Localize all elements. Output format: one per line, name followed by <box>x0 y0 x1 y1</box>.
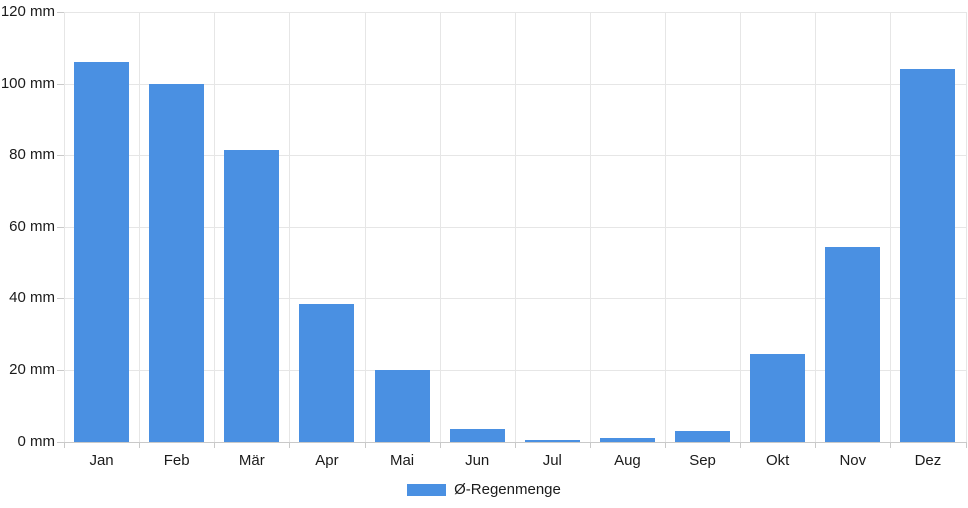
y-gridline <box>64 12 966 13</box>
legend-label: Ø-Regenmenge <box>454 481 561 498</box>
y-gridline <box>64 83 966 85</box>
y-axis-label: 80 mm <box>9 146 55 164</box>
y-axis-label: 100 mm <box>0 74 55 92</box>
x-axis-tick <box>139 441 141 448</box>
x-axis-tick <box>364 441 366 448</box>
x-axis-tick <box>439 441 441 448</box>
bar <box>74 62 130 442</box>
x-axis-tick <box>665 441 666 448</box>
bar <box>825 246 881 442</box>
x-axis-tick <box>890 441 892 448</box>
y-gridline <box>64 370 966 372</box>
y-axis-tick <box>57 298 64 300</box>
x-axis-label: Jun <box>465 452 490 469</box>
x-axis-tick <box>214 441 216 448</box>
x-axis-tick <box>514 441 516 448</box>
bar <box>599 438 655 442</box>
x-axis-label: Sep <box>689 452 716 469</box>
x-axis-tick <box>589 441 591 448</box>
x-axis-label: Okt <box>766 452 790 469</box>
bar <box>374 370 430 442</box>
x-axis-label: Mai <box>389 452 415 469</box>
bar <box>750 353 806 442</box>
x-axis-label: Jul <box>542 452 562 469</box>
bar <box>299 303 355 442</box>
x-axis-tick <box>740 441 742 448</box>
x-axis-tick <box>289 441 291 448</box>
x-axis-label: Aug <box>614 452 641 469</box>
y-axis-tick <box>57 226 64 228</box>
y-axis-label: 0 mm <box>17 432 56 450</box>
x-axis-label: Jan <box>89 452 114 469</box>
bar <box>900 69 956 442</box>
y-axis-label: 120 mm <box>0 3 55 20</box>
y-gridline <box>64 155 966 157</box>
legend: Ø-Regenmenge <box>0 480 968 500</box>
y-gridline <box>64 298 966 300</box>
x-axis-label: Apr <box>315 452 339 469</box>
x-axis-label: Feb <box>163 452 190 469</box>
y-axis-label: 60 mm <box>9 217 55 235</box>
bar <box>524 439 580 442</box>
bar <box>224 149 280 442</box>
y-axis-tick <box>57 83 64 85</box>
bar <box>449 429 505 442</box>
legend-swatch <box>407 484 447 496</box>
x-axis-tick <box>815 441 817 448</box>
x-axis-label: Mär <box>238 452 265 469</box>
bar <box>675 430 731 442</box>
y-gridline <box>64 226 966 228</box>
y-axis-tick <box>57 370 64 372</box>
x-gridline <box>965 12 967 442</box>
x-axis-tick <box>64 441 65 448</box>
y-axis-label: 20 mm <box>9 361 55 379</box>
x-axis-label: Dez <box>914 452 942 469</box>
y-axis-tick <box>57 12 64 13</box>
y-axis-tick <box>57 155 64 157</box>
y-axis-label: 40 mm <box>9 289 55 307</box>
bar <box>149 83 205 442</box>
x-axis-tick <box>965 441 967 448</box>
x-axis-line <box>64 441 966 443</box>
y-axis-tick <box>57 441 64 443</box>
x-axis-label: Nov <box>839 452 867 469</box>
